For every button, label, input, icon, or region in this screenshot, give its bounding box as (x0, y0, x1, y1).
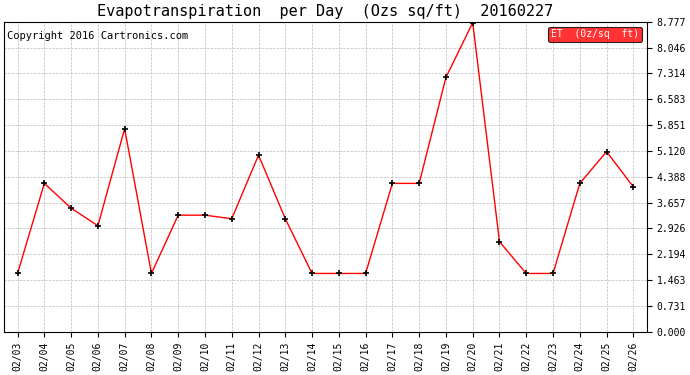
Title: Evapotranspiration  per Day  (Ozs sq/ft)  20160227: Evapotranspiration per Day (Ozs sq/ft) 2… (97, 4, 553, 19)
Legend: ET  (0z/sq  ft): ET (0z/sq ft) (548, 27, 642, 42)
Text: Copyright 2016 Cartronics.com: Copyright 2016 Cartronics.com (8, 31, 188, 41)
